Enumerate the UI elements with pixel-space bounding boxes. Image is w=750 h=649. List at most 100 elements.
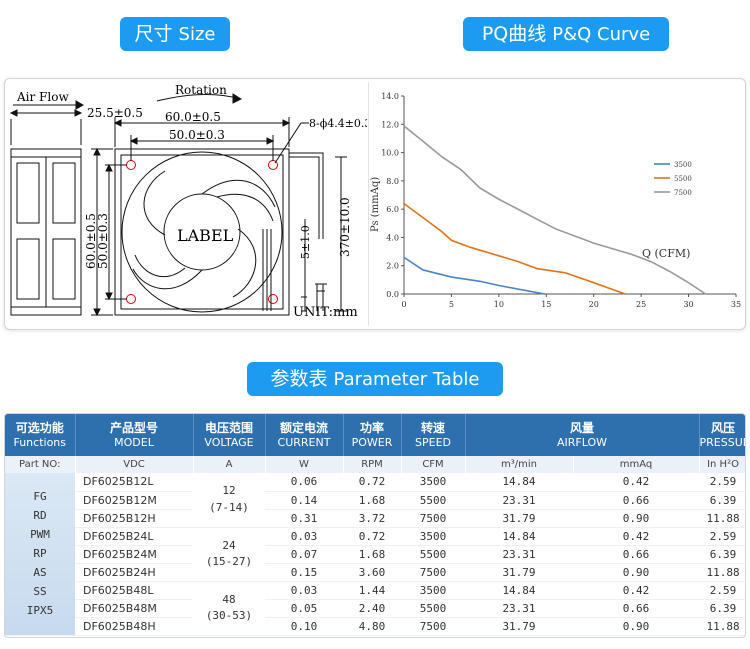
y-tick-label: 6.0 [386, 205, 399, 214]
value-cell: 2.59 [699, 527, 745, 546]
value-cell: 0.90 [573, 509, 700, 528]
table-row: DF6025B24L 24 (15-27) 0.03 0.72 3500 14.84 0.42… [5, 527, 745, 582]
value-cell: 0.90 [573, 563, 700, 582]
model-cell: DF6025B48M [75, 599, 193, 618]
y-tick-label: 2.0 [386, 262, 399, 271]
col-header: 风压PRESSURE [699, 414, 745, 456]
value-cell: 5500 [401, 545, 465, 564]
unit-cell: W [265, 456, 344, 473]
value-cell: 0.03 [265, 581, 343, 600]
model-cell: DF6025B12M [75, 491, 193, 510]
col-header-en: CURRENT [277, 435, 331, 449]
table-row: DF6025B24H0.153.60750031.790.9011.880.47… [5, 563, 745, 582]
value-cell: 14.84 [465, 527, 573, 546]
unit-cell: mmAq [573, 456, 700, 473]
table-row: FG RD PWM RP AS SS IPX5 DF6025B12L 12 (7-14) 0.06 0… [5, 473, 745, 636]
value-cell: 3.60 [343, 563, 401, 582]
col-header-zh: 风压 [711, 421, 736, 436]
size-header-zh: 尺寸 [134, 23, 173, 45]
value-cell: 2.59 [699, 581, 745, 600]
series-line-3500 [403, 256, 545, 295]
value-cell: 0.66 [573, 545, 700, 564]
x-tick-label: 25 [636, 300, 646, 309]
value-cell: 3500 [401, 473, 465, 492]
x-tick-label: 0 [401, 300, 406, 309]
unit-cell: RPM [343, 456, 402, 473]
table-header-en: Parameter Table [333, 369, 480, 390]
table-header: 参数表 Parameter Table [247, 362, 503, 396]
model-cell: DF6025B24M [75, 545, 193, 564]
voltage-cell: 48 (30-53) [193, 581, 265, 636]
col-header: 可选功能 Functions [5, 414, 76, 456]
x-tick-label: 10 [494, 300, 504, 309]
curve-header-zh: PQ曲线 [481, 23, 547, 45]
value-cell: 0.05 [265, 599, 343, 618]
function-item: RP [33, 547, 47, 561]
rotation-arrow-icon [232, 93, 243, 104]
x-tick-label: 15 [541, 300, 551, 309]
table-row: DF6025B48M0.052.40550023.310.666.390.253… [5, 599, 745, 618]
function-item: RD [33, 509, 47, 523]
unit-cell: A [193, 456, 266, 473]
series-line-5500 [403, 202, 626, 295]
unit-cell: In H²O [699, 456, 745, 473]
value-cell: 0.31 [265, 509, 343, 528]
value-cell: 0.42 [573, 527, 700, 546]
value-cell: 7500 [401, 563, 465, 582]
value-cell: 23.31 [465, 599, 573, 618]
functions-cell: FG RD PWM RP AS SS IPX5 [5, 473, 75, 636]
table-row: DF6025B48L 48 (30-53) 0.03 1.44 3500 14.84 0.42… [5, 581, 745, 636]
value-cell: 0.14 [265, 491, 343, 510]
voltage-cell: 12 (7-14) [193, 473, 265, 528]
col-header-zh: 转速 [420, 421, 445, 436]
voltage-cell: 24 (15-27) [193, 527, 265, 582]
col-header-en: MODEL [114, 435, 154, 449]
col-header-zh: 可选功能 [15, 421, 64, 436]
value-cell: 0.15 [265, 563, 343, 582]
mount-hole-bl [126, 294, 136, 304]
value-cell: 11.88 [699, 617, 745, 636]
voltage-value: 24 [222, 538, 236, 552]
col-header-en: VOLTAGE [204, 435, 254, 449]
y-tick-label: 4.0 [386, 233, 399, 242]
value-cell: 31.79 [465, 509, 573, 528]
value-cell: 7500 [401, 509, 465, 528]
x-tick-label: 20 [589, 300, 599, 309]
value-cell: 3.72 [343, 509, 401, 528]
curve-header: PQ曲线 P&Q Curve [463, 17, 669, 51]
curve-header-en: P&Q Curve [552, 24, 651, 45]
value-cell: 0.03 [265, 527, 343, 546]
col-header-zh: 电压范围 [204, 421, 253, 436]
voltage-value: 12 [222, 484, 236, 498]
rotation-label: Rotation [175, 83, 227, 97]
value-cell: 2.59 [699, 473, 745, 492]
col-header: 风量 AIRFLOW [465, 414, 700, 456]
value-cell: 6.39 [699, 599, 745, 618]
function-item: AS [33, 566, 47, 580]
dim-hole: 50.0±0.3 [169, 128, 225, 142]
mount-hole-br [268, 294, 278, 304]
dim-hole-v: 50.0±0.3 [96, 213, 110, 269]
y-tick-label: 14.0 [381, 92, 399, 101]
value-cell: 14.84 [465, 473, 573, 492]
size-header-en: Size [178, 24, 216, 45]
model-cell: DF6025B48L [75, 581, 193, 600]
lead-wires [289, 152, 324, 239]
legend-label-7500: 7500 [674, 189, 692, 197]
value-cell: 31.79 [465, 617, 573, 636]
dim-lead: 370±10.0 [338, 197, 352, 257]
y-tick-label: 10.0 [381, 149, 399, 158]
col-header: 额定电流 CURRENT [265, 414, 344, 456]
value-cell: 0.10 [265, 617, 343, 636]
table-row: DF6025B24M0.071.68550023.310.666.390.253… [5, 545, 745, 564]
spec-panel [4, 78, 746, 330]
voltage-range: (7-14) [209, 500, 249, 514]
chart-ylabel: Ps (mmAq) [370, 177, 381, 232]
value-cell: 3500 [401, 527, 465, 546]
model-cell: DF6025B12L [75, 473, 193, 492]
model-cell: DF6025B24H [75, 563, 193, 582]
value-cell: 4.80 [343, 617, 401, 636]
dimension-drawing: Air Flow Rotation 25.5±0.5 60.0±0.5 50.0… [9, 83, 367, 320]
parameter-table: 可选功能 Functions 产品型号 MODEL 电压范围 VOLTAGE 额定电流 CUR… [4, 413, 746, 638]
